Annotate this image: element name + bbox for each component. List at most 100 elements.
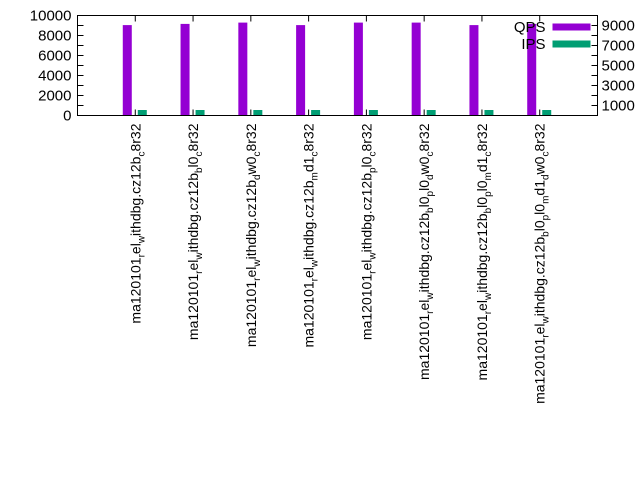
- x-tick-label-subscript: w: [367, 252, 378, 261]
- bar-ips: [311, 110, 321, 116]
- x-tick-label-part: ma120101: [243, 281, 259, 347]
- x-tick-label-subscript: b: [483, 207, 494, 213]
- bar-ips: [253, 110, 263, 116]
- x-tick-label-subscript: c: [541, 152, 552, 157]
- x-tick-label-part: 8r32: [474, 123, 490, 151]
- x-tick-label-subscript: p: [425, 190, 436, 196]
- x-tick-label-subscript: b: [425, 207, 436, 213]
- x-tick-label-subscript: w: [310, 259, 321, 268]
- legend-label-qps: QPS: [514, 19, 546, 36]
- x-tick-label-part: l0: [185, 156, 201, 167]
- x-tick-label-part: l0: [474, 197, 490, 208]
- x-tick-label: ma120101relwithdbg.cz12bmd1c8r32: [301, 123, 321, 347]
- x-tick-label-subscript: c: [367, 152, 378, 157]
- x-tick-label-part: 8r32: [127, 123, 143, 151]
- x-tick-label-subscript: r: [367, 270, 378, 274]
- bar-qps: [296, 25, 306, 116]
- bar-ips: [426, 110, 436, 116]
- y-tick-label: 4000: [38, 68, 71, 85]
- y-tick-label: 2000: [38, 88, 71, 105]
- x-tick-label: ma120101relwithdbg.cz12bbl0pl0md1c8r32: [474, 123, 494, 380]
- x-tick-label-subscript: w: [252, 259, 263, 268]
- x-tick-label-part: ithdbg.cz12b: [416, 213, 432, 293]
- x-tick-label-part: 8r32: [243, 123, 259, 151]
- x-tick-label: ma120101relwithdbg.cz12bbl0pl0md1dw0c8r3…: [532, 123, 552, 404]
- x-tick-label-subscript: r: [541, 334, 552, 338]
- bar-ips: [542, 110, 552, 116]
- y-tick-labels: 0 1000 2000 3000 4000 5000 6000 7000 8000 9000 100…: [30, 8, 635, 125]
- x-tick-label-part: w0: [243, 156, 259, 175]
- x-tick-label-part: el: [416, 300, 432, 311]
- x-tick-label-part: l0: [416, 196, 432, 207]
- x-tick-label-part: el: [358, 260, 374, 271]
- bars: [122, 22, 552, 116]
- x-tick-label-subscript: w: [194, 252, 205, 261]
- x-tick-label-part: el: [185, 260, 201, 271]
- x-tick-label-part: ithdbg.cz12b: [301, 180, 317, 260]
- y-tick-label: 5000: [602, 58, 635, 75]
- x-tick-label-subscript: w: [541, 316, 552, 325]
- x-tick-label-subscript: r: [136, 253, 147, 257]
- plot-border: [77, 15, 598, 116]
- bar-ips: [137, 110, 147, 116]
- x-tick-label-subscript: d: [541, 174, 552, 180]
- bar-qps: [180, 23, 190, 116]
- x-tick-label: ma120101relwithdbg.cz12bc8r32: [127, 123, 147, 323]
- bar-qps: [469, 25, 479, 116]
- x-tick-label-part: ithdbg.cz12b: [532, 237, 548, 317]
- x-tick-label-part: w0: [416, 156, 432, 175]
- x-tick-label: ma120101relwithdbg.cz12bbl0c8r32: [185, 123, 205, 340]
- x-tick-label-part: el: [301, 267, 317, 278]
- x-tick-label-part: ithdbg.cz12b: [185, 173, 201, 253]
- x-tick-label-subscript: c: [310, 152, 321, 157]
- x-tick-label-part: l0: [416, 180, 432, 191]
- bar-qps: [353, 22, 363, 116]
- x-tick-label-part: l0: [532, 220, 548, 231]
- x-tick-label-part: ma120101: [474, 314, 490, 380]
- x-tick-labels: ma120101relwithdbg.cz12bc8r32ma120101rel…: [127, 123, 551, 404]
- bar-ips: [195, 110, 205, 116]
- x-tick-label-subscript: r: [252, 277, 263, 281]
- bar-qps: [527, 23, 537, 116]
- x-tick-label-part: ithdbg.cz12b: [474, 213, 490, 293]
- x-tick-label-subscript: m: [310, 172, 321, 180]
- x-tick-label-part: 8r32: [358, 123, 374, 151]
- x-tick-label-part: 8r32: [301, 123, 317, 151]
- x-tick-label-subscript: c: [136, 152, 147, 157]
- bar-qps: [238, 22, 248, 116]
- x-tick-label-subscript: b: [194, 167, 205, 173]
- bar-ips: [484, 110, 494, 116]
- y-tick-label: 6000: [38, 48, 71, 65]
- y-tick-label: 0: [63, 108, 71, 125]
- x-tick-label-subscript: c: [252, 152, 263, 157]
- x-tick-label-subscript: w: [136, 235, 147, 244]
- x-tick-label: ma120101relwithdbg.cz12bpl0c8r32: [358, 123, 378, 340]
- x-tick-label-subscript: c: [194, 152, 205, 157]
- x-tick-label-part: 8r32: [185, 123, 201, 151]
- x-tick-label-part: ithdbg.cz12b: [127, 156, 143, 236]
- x-tick-label-part: ma120101: [127, 257, 143, 323]
- legend-swatch-ips: [552, 40, 591, 48]
- x-tick-label-part: ithdbg.cz12b: [243, 180, 259, 260]
- x-tick-label-subscript: c: [483, 152, 494, 157]
- x-tick-label-part: ma120101: [416, 314, 432, 380]
- bar-ips: [368, 110, 378, 116]
- x-tick-label-part: el: [532, 324, 548, 335]
- y-tick-label: 10000: [30, 8, 72, 25]
- x-tick-label-subscript: b: [541, 231, 552, 237]
- x-tick-label-part: ithdbg.cz12b: [358, 173, 374, 253]
- y-tick-label: 1000: [602, 98, 635, 115]
- x-tick-label-subscript: w: [483, 292, 494, 301]
- x-tick-label: ma120101relwithdbg.cz12bbl0pl0dw0c8r32: [416, 123, 436, 380]
- x-tick-label-part: 8r32: [532, 123, 548, 151]
- x-tick-label-subscript: d: [425, 174, 436, 180]
- x-tick-label-subscript: m: [541, 196, 552, 204]
- x-tick-label-part: ma120101: [301, 281, 317, 347]
- x-tick-label-part: 8r32: [416, 123, 432, 151]
- x-tick-label-part: w0: [532, 156, 548, 175]
- x-tick-label-subscript: r: [194, 270, 205, 274]
- x-tick-label-part: d1: [474, 156, 490, 172]
- x-tick-label-subscript: m: [483, 172, 494, 180]
